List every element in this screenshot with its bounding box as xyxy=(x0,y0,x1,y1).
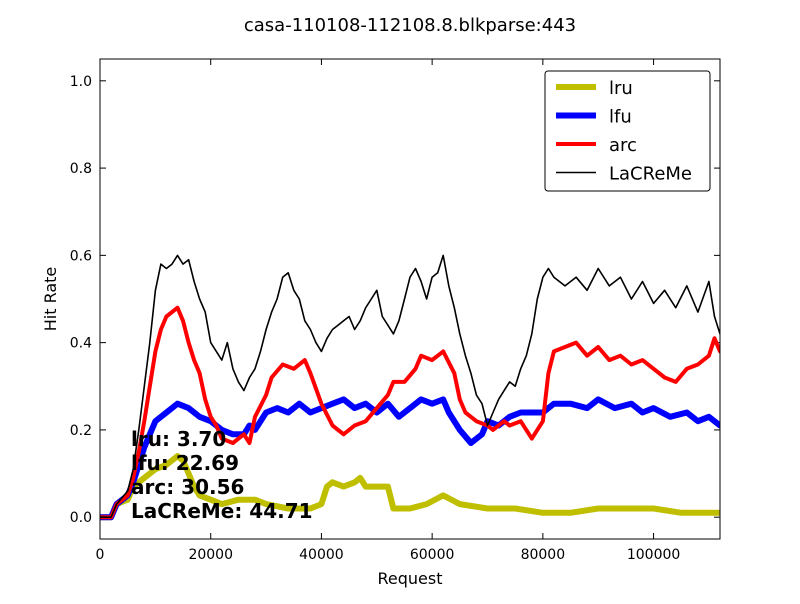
y-tick-label-5: 1.0 xyxy=(70,74,92,90)
series-line-lacreme xyxy=(100,254,720,518)
legend-label-lru: lru xyxy=(609,78,633,99)
y-tick-label-3: 0.6 xyxy=(70,248,92,264)
y-tick-label-1: 0.2 xyxy=(70,423,92,439)
x-tick-label-0: 0 xyxy=(96,547,105,563)
x-tick-label-5: 100000 xyxy=(627,547,680,563)
series-line-lru xyxy=(100,453,720,521)
x-axis-label: Request xyxy=(378,569,443,588)
x-tick-label-3: 60000 xyxy=(410,547,455,563)
x-tick-label-4: 80000 xyxy=(521,547,566,563)
chart-title: casa-110108-112108.8.blkparse:443 xyxy=(244,15,576,36)
axes: 0 20000 40000 60000 80000 100000 0.0 0.2 0.4 0.6 0… xyxy=(70,59,720,563)
y-tick-label-2: 0.4 xyxy=(70,336,92,352)
y-axis-label: Hit Rate xyxy=(41,267,60,332)
legend-label-lfu: lfu xyxy=(609,107,632,128)
legend-label-lacreme: LaCReMe xyxy=(609,164,692,185)
legend: lru lfu arc LaCReMe xyxy=(544,70,711,192)
annotation-arc: arc: 30.56 xyxy=(131,475,244,499)
annotation-lacreme: LaCReMe: 44.71 xyxy=(131,499,313,523)
y-tick-label-4: 0.8 xyxy=(70,161,92,177)
axes-frame xyxy=(99,58,721,540)
annotation-lfu: lfu: 22.69 xyxy=(131,451,239,475)
x-tick-label-1: 20000 xyxy=(188,547,233,563)
series-line-lfu xyxy=(100,396,720,521)
series-line-arc xyxy=(100,305,720,520)
legend-box xyxy=(544,70,711,192)
legend-label-arc: arc xyxy=(609,135,637,156)
plot-area xyxy=(100,254,720,521)
y-tick-label-0: 0.0 xyxy=(70,510,92,526)
x-tick-label-2: 40000 xyxy=(299,547,344,563)
annotation-lru: lru: 3.70 xyxy=(131,427,226,451)
